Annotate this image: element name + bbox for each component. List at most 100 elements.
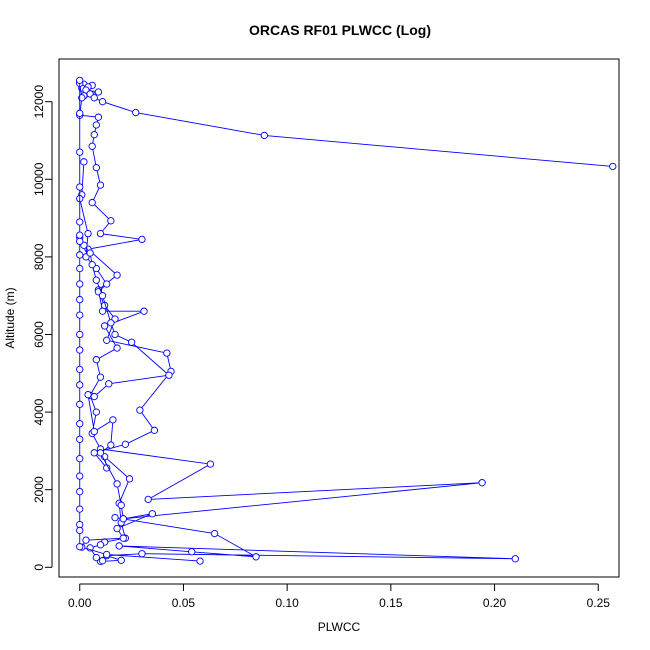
data-point [76, 455, 84, 463]
data-point [76, 76, 84, 84]
data-point [148, 510, 156, 518]
y-tick-label: 8000 [32, 243, 46, 270]
data-point [107, 217, 115, 225]
data-point [96, 181, 105, 189]
data-point [113, 524, 121, 533]
data-point [92, 276, 100, 284]
y-axis-label: Altitude (m) [3, 287, 17, 348]
data-point [113, 271, 121, 279]
y-tick-label: 6000 [32, 321, 46, 348]
data-point [76, 148, 84, 156]
data-point [105, 380, 113, 388]
y-tick-label: 10000 [32, 162, 46, 196]
data-point [90, 427, 98, 436]
x-tick-label: 0.05 [172, 596, 196, 610]
data-point [96, 373, 105, 381]
data-point [138, 235, 146, 244]
data-point [90, 94, 98, 102]
data-point [117, 556, 125, 564]
data-point [76, 183, 84, 191]
data-point [144, 495, 152, 504]
data-point [478, 479, 486, 487]
series-line [79, 83, 516, 562]
plot-frame [58, 58, 620, 578]
data-point [94, 88, 103, 96]
x-tick-label: 0.00 [68, 596, 92, 610]
data-point [109, 416, 117, 424]
data-point [98, 292, 107, 300]
data-point [76, 381, 84, 389]
data-point [80, 158, 88, 166]
data-point [121, 440, 130, 448]
data-point [96, 541, 105, 549]
data-point [138, 550, 146, 558]
data-point [76, 280, 84, 288]
data-point [107, 319, 115, 327]
data-point [165, 371, 173, 379]
data-point [188, 548, 196, 556]
data-point [140, 307, 148, 315]
x-axis: 0.00 0.05 0.10 0.15 0.20 0.25 [68, 583, 610, 610]
data-point [76, 311, 84, 319]
data-point [115, 542, 123, 550]
data-point [150, 426, 159, 434]
data-point [90, 392, 98, 401]
data-point [609, 162, 617, 171]
x-tick-label: 0.10 [275, 596, 299, 610]
data-point [76, 400, 84, 408]
data-point [125, 475, 134, 483]
data-point [107, 441, 115, 449]
data-point [76, 330, 84, 339]
data-point [127, 338, 136, 346]
data-point [119, 515, 127, 523]
data-point [90, 131, 98, 139]
data-point [511, 555, 519, 563]
data-point [100, 322, 109, 330]
data-point [88, 142, 96, 150]
data-point [86, 249, 94, 257]
data-point [163, 349, 171, 357]
data-point [92, 121, 100, 129]
data-point [92, 553, 100, 562]
data-point [210, 529, 219, 538]
data-point [136, 406, 144, 414]
data-point [98, 557, 107, 565]
data-point [252, 553, 260, 561]
data-point [76, 487, 84, 496]
data-point [103, 550, 111, 559]
y-tick-label: 12000 [32, 85, 46, 119]
data-point [82, 536, 90, 544]
data-point [76, 472, 84, 480]
y-tick-label: 0 [32, 564, 46, 571]
data-point [196, 557, 204, 565]
data-point [76, 237, 84, 246]
data-point [84, 229, 92, 238]
data-point [76, 251, 84, 259]
data-point [84, 390, 92, 399]
y-tick-label: 4000 [32, 398, 46, 425]
data-point [88, 260, 96, 269]
data-point [76, 218, 84, 226]
data-point [96, 229, 105, 238]
data-point [76, 420, 84, 428]
data-point [132, 108, 140, 117]
data-point [103, 280, 111, 288]
data-point [103, 336, 111, 344]
x-tick-label: 0.15 [379, 596, 403, 610]
data-point [90, 449, 98, 457]
data-point [76, 346, 84, 354]
data-point [113, 480, 121, 488]
data-point [119, 534, 127, 542]
data-point [113, 344, 121, 352]
y-tick-label: 2000 [32, 476, 46, 503]
data-point [76, 435, 84, 443]
data-point [78, 94, 86, 102]
data-point [76, 231, 84, 239]
data-point [206, 460, 215, 468]
data-point [94, 113, 103, 121]
y-axis: 0 2000 4000 6000 8000 10000 12000 [32, 85, 53, 571]
data-point [76, 505, 84, 513]
data-point [111, 330, 119, 339]
data-point [111, 513, 119, 522]
